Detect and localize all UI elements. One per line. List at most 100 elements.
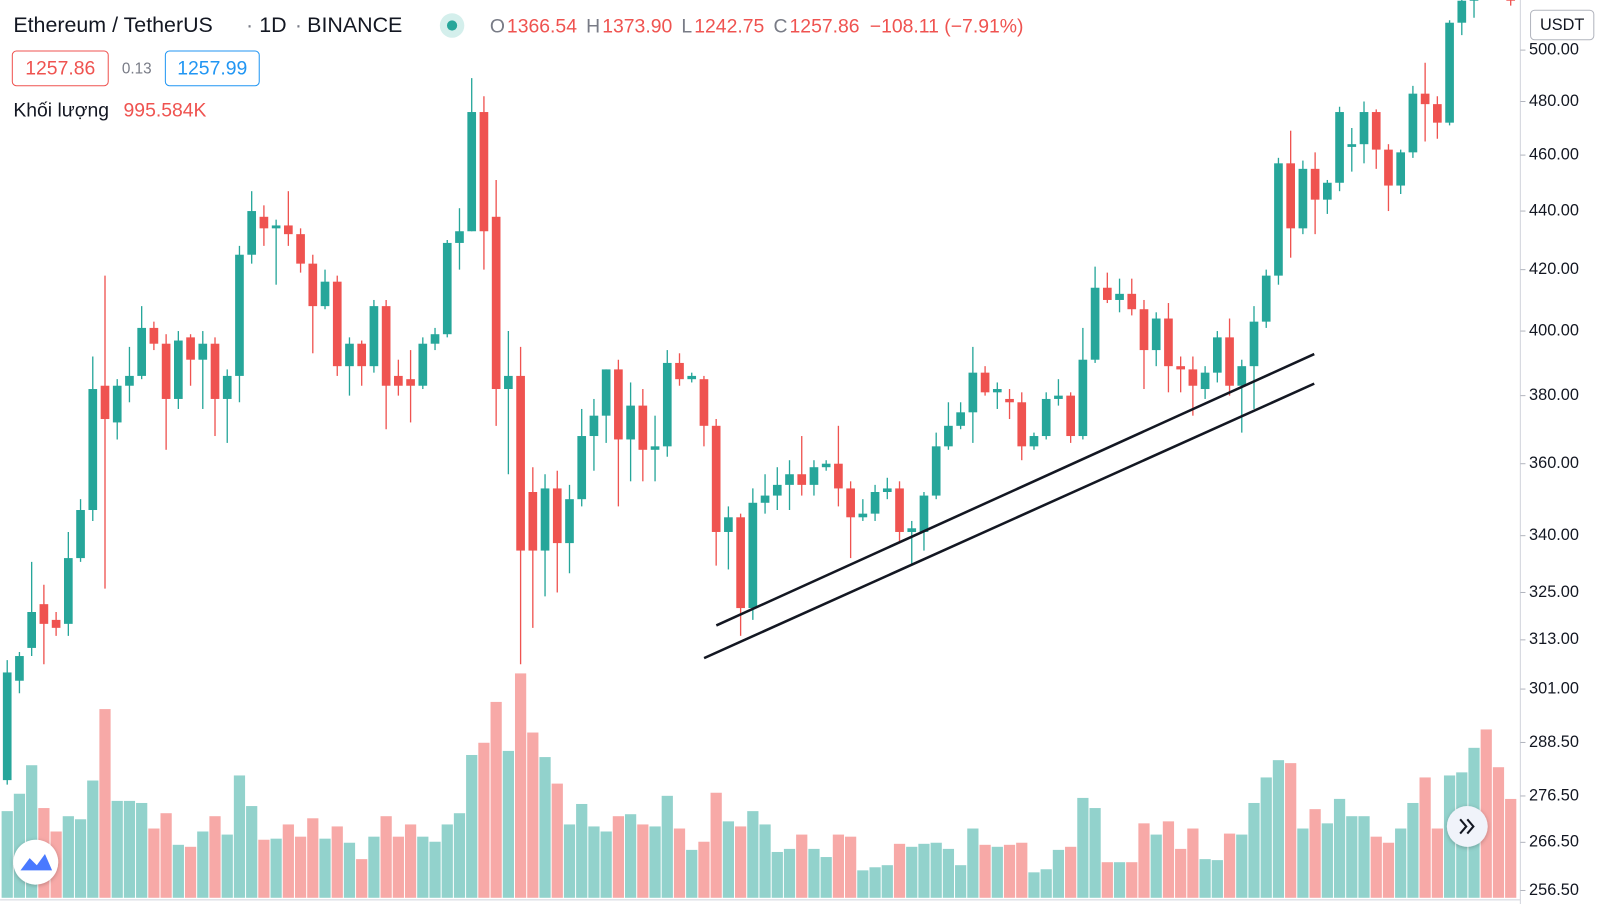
candle-body [1200, 372, 1210, 390]
trend-line [703, 382, 1315, 660]
candle-body [2, 672, 12, 781]
candle-body [1274, 163, 1283, 276]
currency-button[interactable] [1530, 9, 1595, 41]
volume-bar [246, 806, 258, 898]
volume-bar [1346, 816, 1358, 898]
candle-body [39, 604, 49, 624]
volume-bar [1211, 860, 1223, 898]
candle-body [552, 488, 562, 544]
buy-button[interactable] [164, 50, 260, 87]
ohlc-value: 1257.86 [790, 16, 860, 38]
volume-bar [172, 844, 184, 898]
candle-body [1151, 318, 1161, 351]
volume-bar [233, 775, 246, 898]
candle-body [1445, 22, 1454, 123]
volume-bar [857, 870, 869, 898]
candle-body [222, 375, 232, 399]
sell-button[interactable] [11, 50, 109, 87]
candle-body [858, 513, 868, 518]
candle-body [1225, 337, 1234, 386]
volume-bar [1199, 859, 1211, 898]
candle-body [1298, 168, 1308, 229]
candle-body [1384, 149, 1393, 186]
candle-body [125, 375, 134, 386]
candle-body [540, 488, 550, 551]
candle-body [1054, 395, 1063, 399]
volume-bar [453, 813, 466, 898]
scroll-icon [1459, 818, 1475, 835]
candle-body [1249, 321, 1259, 367]
candle-body [565, 499, 574, 544]
volume-bar [392, 836, 404, 898]
volume-bar [869, 867, 881, 898]
y-tick-label: 400.00 [1529, 321, 1579, 339]
volume-bar [87, 780, 99, 898]
candle-body [895, 488, 904, 532]
candle-body [748, 502, 758, 609]
candle-body [1212, 337, 1222, 373]
ohlc-value: 1242.75 [694, 16, 764, 38]
ohlc-key: H [586, 16, 600, 38]
volume-bar [307, 818, 319, 898]
volume-bar [343, 842, 356, 898]
volume-bar [698, 841, 710, 898]
change: −108.11 (−7.91%) [870, 16, 1024, 38]
candle-body [1102, 287, 1112, 300]
market-status-dot [446, 20, 458, 31]
volume-bar [441, 824, 453, 898]
volume-bar [1297, 828, 1309, 898]
candle-body [381, 306, 391, 386]
y-tick-label: 325.00 [1529, 583, 1579, 601]
ohlc-value: 1366.54 [507, 16, 577, 38]
candle-body [27, 612, 36, 648]
volume-bar [1285, 763, 1297, 898]
interval: 1D [259, 13, 286, 37]
candle-body [1506, 0, 1516, 1]
volume-bar [404, 824, 417, 898]
candle-body [491, 216, 501, 390]
volume-bar [735, 826, 747, 898]
volume-bar [747, 811, 759, 898]
candle-body [687, 375, 697, 380]
candle-body [332, 281, 342, 367]
logo [20, 854, 53, 871]
volume-bar [258, 839, 270, 898]
candle-body [1347, 144, 1357, 147]
candle-body [51, 619, 61, 628]
candle-body [15, 656, 24, 681]
volume-bar [514, 673, 527, 898]
volume-bar [1187, 828, 1199, 898]
candle-body [1176, 366, 1185, 370]
volume-bar [1077, 797, 1089, 898]
buy-price: 1257.99 [177, 58, 247, 80]
candle-body [601, 369, 611, 416]
candle-body [63, 558, 73, 624]
candle-body [809, 467, 819, 485]
volume-bar [918, 843, 930, 898]
logo-button[interactable] [13, 839, 59, 885]
volume-bar [1407, 802, 1419, 898]
volume-bar [1492, 767, 1505, 898]
volume-bar [1419, 777, 1431, 898]
volume-bar [771, 851, 783, 898]
candle-body [406, 379, 415, 386]
volume-bar [1065, 846, 1077, 898]
candle-body [394, 375, 403, 386]
volume-bar [832, 834, 845, 898]
volume-bar [1382, 842, 1395, 898]
y-tick-label: 440.00 [1529, 201, 1579, 219]
volume-bar [123, 800, 136, 898]
candle-body [1029, 436, 1039, 447]
y-tick-label: 500.00 [1529, 40, 1579, 58]
candle-body [980, 372, 990, 393]
volume-bar [783, 848, 796, 898]
candle-body [1127, 293, 1137, 310]
volume-bar [209, 816, 221, 898]
y-tick-label: 360.00 [1529, 454, 1579, 472]
volume-bar [942, 848, 955, 898]
volume-bar [881, 865, 893, 898]
volume-bar [661, 795, 673, 898]
volume-bar [1236, 834, 1248, 898]
